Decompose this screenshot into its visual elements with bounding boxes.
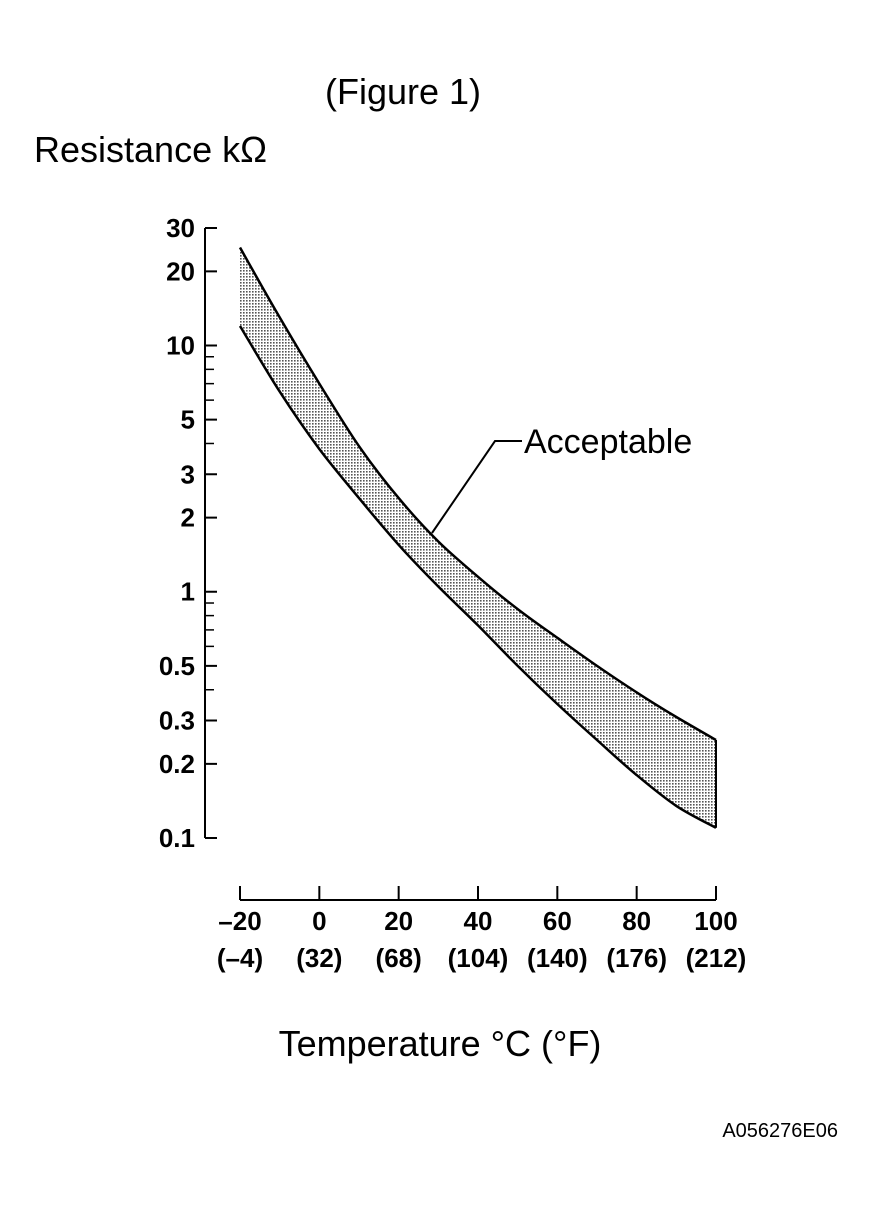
annotation-label: Acceptable bbox=[524, 423, 692, 461]
x-tick-label-fahrenheit: (32) bbox=[296, 943, 342, 973]
figure-code: A056276E06 bbox=[722, 1120, 838, 1142]
acceptable-band bbox=[240, 247, 716, 828]
y-tick-label: 5 bbox=[181, 405, 195, 435]
x-tick-label: 100 bbox=[694, 906, 737, 936]
x-tick-label: 0 bbox=[312, 906, 326, 936]
figure-label: (Figure 1) bbox=[325, 71, 481, 112]
y-tick-label: 0.5 bbox=[159, 651, 195, 681]
x-tick-label: 40 bbox=[464, 906, 493, 936]
y-tick-label: 3 bbox=[181, 459, 195, 489]
x-tick-label: 60 bbox=[543, 906, 572, 936]
y-tick-label: 0.2 bbox=[159, 749, 195, 779]
y-tick-label: 30 bbox=[166, 213, 195, 243]
y-axis: 30 20 10 5 3 2 1 0.5 0.3 0.2 0.1 bbox=[159, 213, 217, 853]
x-tick-label: –20 bbox=[218, 906, 261, 936]
x-tick-label: 80 bbox=[622, 906, 651, 936]
y-tick-label: 1 bbox=[181, 577, 195, 607]
acceptable-annotation: Acceptable bbox=[431, 423, 692, 534]
y-tick-label: 20 bbox=[166, 256, 195, 286]
y-tick-label: 2 bbox=[181, 503, 195, 533]
y-axis-title: Resistance kΩ bbox=[34, 129, 267, 170]
upper-limit-curve bbox=[238, 246, 717, 742]
x-tick-label-fahrenheit: (68) bbox=[376, 943, 422, 973]
lower-limit-curve bbox=[238, 325, 717, 829]
x-axis: –20 (–4) 0 (32) 20 (68) 40 (104) 60 (140) 80 (176) 1… bbox=[217, 886, 746, 973]
x-tick-label-fahrenheit: (–4) bbox=[217, 943, 263, 973]
y-tick-label: 0.1 bbox=[159, 823, 195, 853]
y-tick-label: 0.3 bbox=[159, 706, 195, 736]
x-tick-label-fahrenheit: (104) bbox=[448, 943, 509, 973]
annotation-leader-line bbox=[431, 440, 522, 534]
y-tick-label: 10 bbox=[166, 330, 195, 360]
x-tick-label-fahrenheit: (140) bbox=[527, 943, 588, 973]
x-tick-label-fahrenheit: (212) bbox=[686, 943, 747, 973]
x-axis-title: Temperature °C (°F) bbox=[279, 1023, 602, 1064]
x-tick-label: 20 bbox=[384, 906, 413, 936]
x-tick-label-fahrenheit: (176) bbox=[606, 943, 667, 973]
